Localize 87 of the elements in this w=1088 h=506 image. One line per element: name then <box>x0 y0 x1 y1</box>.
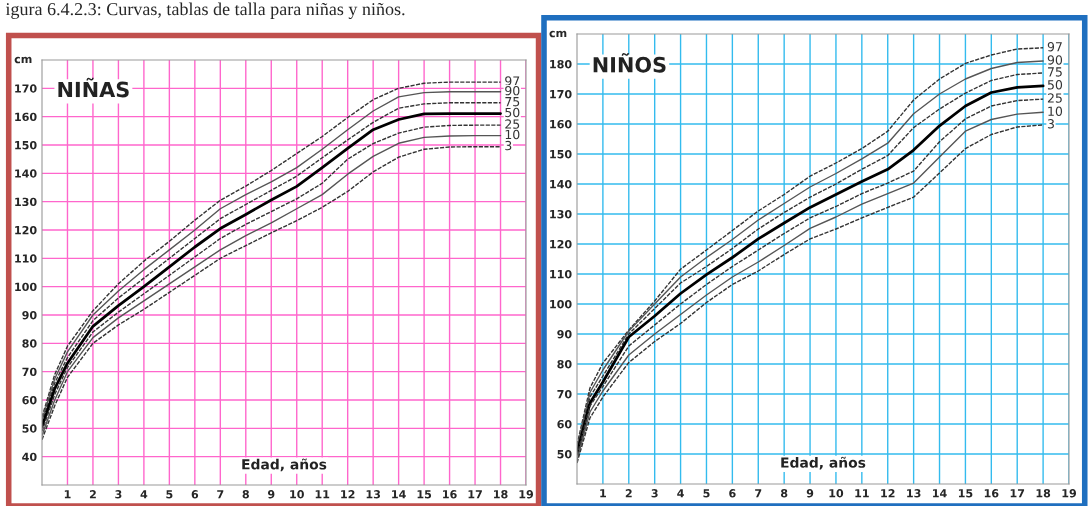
x-tick-label: 16 <box>984 489 999 498</box>
series-label: 97 <box>505 76 520 86</box>
y-axis-title: cm <box>14 56 32 64</box>
y-tick-label: 140 <box>550 179 572 189</box>
y-tick-label: 150 <box>550 149 572 159</box>
y-axis-title: cm <box>549 30 567 38</box>
x-tick-label: 6 <box>191 490 199 499</box>
x-tick-label: 18 <box>494 490 508 499</box>
y-tick-label: 160 <box>15 112 37 122</box>
series-label: 10 <box>1048 106 1063 116</box>
x-tick-label: 14 <box>392 490 406 499</box>
x-axis-title: Edad, años <box>781 456 866 470</box>
x-tick-label: 3 <box>651 489 658 498</box>
x-tick-label: 7 <box>217 490 224 499</box>
y-tick-label: 150 <box>15 140 37 150</box>
series-label: 97 <box>1047 41 1062 52</box>
x-tick-label: 2 <box>89 490 96 499</box>
x-tick-label: 15 <box>958 489 973 498</box>
x-tick-label: 15 <box>417 490 432 499</box>
x-tick-label: 5 <box>166 490 173 499</box>
x-tick-label: 12 <box>881 489 895 498</box>
x-tick-label: 17 <box>1010 489 1025 498</box>
y-tick-label: 110 <box>15 254 37 263</box>
x-axis-title: Edad, años <box>242 458 327 472</box>
x-tick-label: 11 <box>315 490 330 499</box>
series-label: 25 <box>505 119 520 129</box>
series-label: 75 <box>505 97 520 107</box>
x-tick-label: 1 <box>600 489 606 498</box>
series-label: 50 <box>1047 80 1063 90</box>
x-tick-label: 5 <box>703 489 710 498</box>
x-tick-label: 19 <box>519 490 534 499</box>
series-label: 50 <box>505 107 520 118</box>
y-tick-label: 40 <box>22 452 37 462</box>
y-tick-label: 50 <box>557 449 572 459</box>
y-tick-label: 160 <box>550 119 572 129</box>
text: NIÑAS <box>58 77 129 98</box>
y-tick-label: 140 <box>15 169 37 178</box>
x-tick-label: 19 <box>1062 489 1077 498</box>
x-tick-label: 4 <box>140 490 148 499</box>
y-tick-label: 70 <box>22 367 37 377</box>
x-tick-label: 11 <box>855 489 869 498</box>
x-tick-label: 13 <box>366 490 381 499</box>
y-tick-label: 170 <box>550 89 572 99</box>
x-tick-label: 7 <box>755 489 762 498</box>
y-tick-label: 120 <box>15 225 37 235</box>
x-tick-label: 9 <box>806 489 814 498</box>
x-tick-label: 12 <box>341 490 355 499</box>
y-tick-label: 180 <box>550 59 572 69</box>
y-tick-label: 50 <box>22 424 37 433</box>
x-tick-label: 13 <box>907 489 921 498</box>
x-tick-label: 1 <box>64 490 71 499</box>
x-tick-label: 10 <box>829 489 844 498</box>
y-tick-label: 100 <box>550 299 572 309</box>
x-tick-label: 4 <box>677 489 684 498</box>
x-tick-label: 8 <box>242 490 249 499</box>
y-tick-label: 90 <box>557 329 572 339</box>
x-tick-label: 10 <box>290 490 304 499</box>
y-tick-label: 80 <box>22 339 37 348</box>
series-label: 3 <box>505 140 512 151</box>
x-tick-label: 8 <box>780 489 788 498</box>
x-tick-label: 16 <box>443 490 457 499</box>
text: igura 6.4.2.3: Curvas, tablas de talla para niñas y niños. <box>5 2 405 19</box>
series-label: 3 <box>1047 119 1054 129</box>
x-tick-label: 9 <box>267 490 275 499</box>
series-label: 75 <box>1048 67 1062 77</box>
x-tick-label: 2 <box>625 489 632 498</box>
y-tick-label: 60 <box>22 395 37 405</box>
y-tick-label: 120 <box>550 239 572 249</box>
y-tick-label: 90 <box>22 310 37 320</box>
y-tick-label: 80 <box>557 359 572 369</box>
series-label: 25 <box>1047 93 1062 103</box>
text: NIÑOS <box>593 53 666 73</box>
y-tick-label: 170 <box>15 84 37 93</box>
x-tick-label: 3 <box>115 490 122 499</box>
y-tick-label: 70 <box>557 389 572 399</box>
x-tick-label: 18 <box>1036 489 1051 498</box>
series-label: 90 <box>1047 55 1063 65</box>
y-tick-label: 100 <box>15 282 37 292</box>
y-tick-label: 110 <box>550 269 572 279</box>
y-tick-label: 60 <box>557 419 572 429</box>
y-tick-label: 130 <box>550 209 572 219</box>
series-label: 10 <box>505 129 520 140</box>
y-tick-label: 130 <box>15 197 37 207</box>
series-label: 90 <box>505 85 520 96</box>
x-tick-label: 17 <box>468 490 482 499</box>
x-tick-label: 14 <box>933 489 947 498</box>
x-tick-label: 6 <box>729 489 736 498</box>
